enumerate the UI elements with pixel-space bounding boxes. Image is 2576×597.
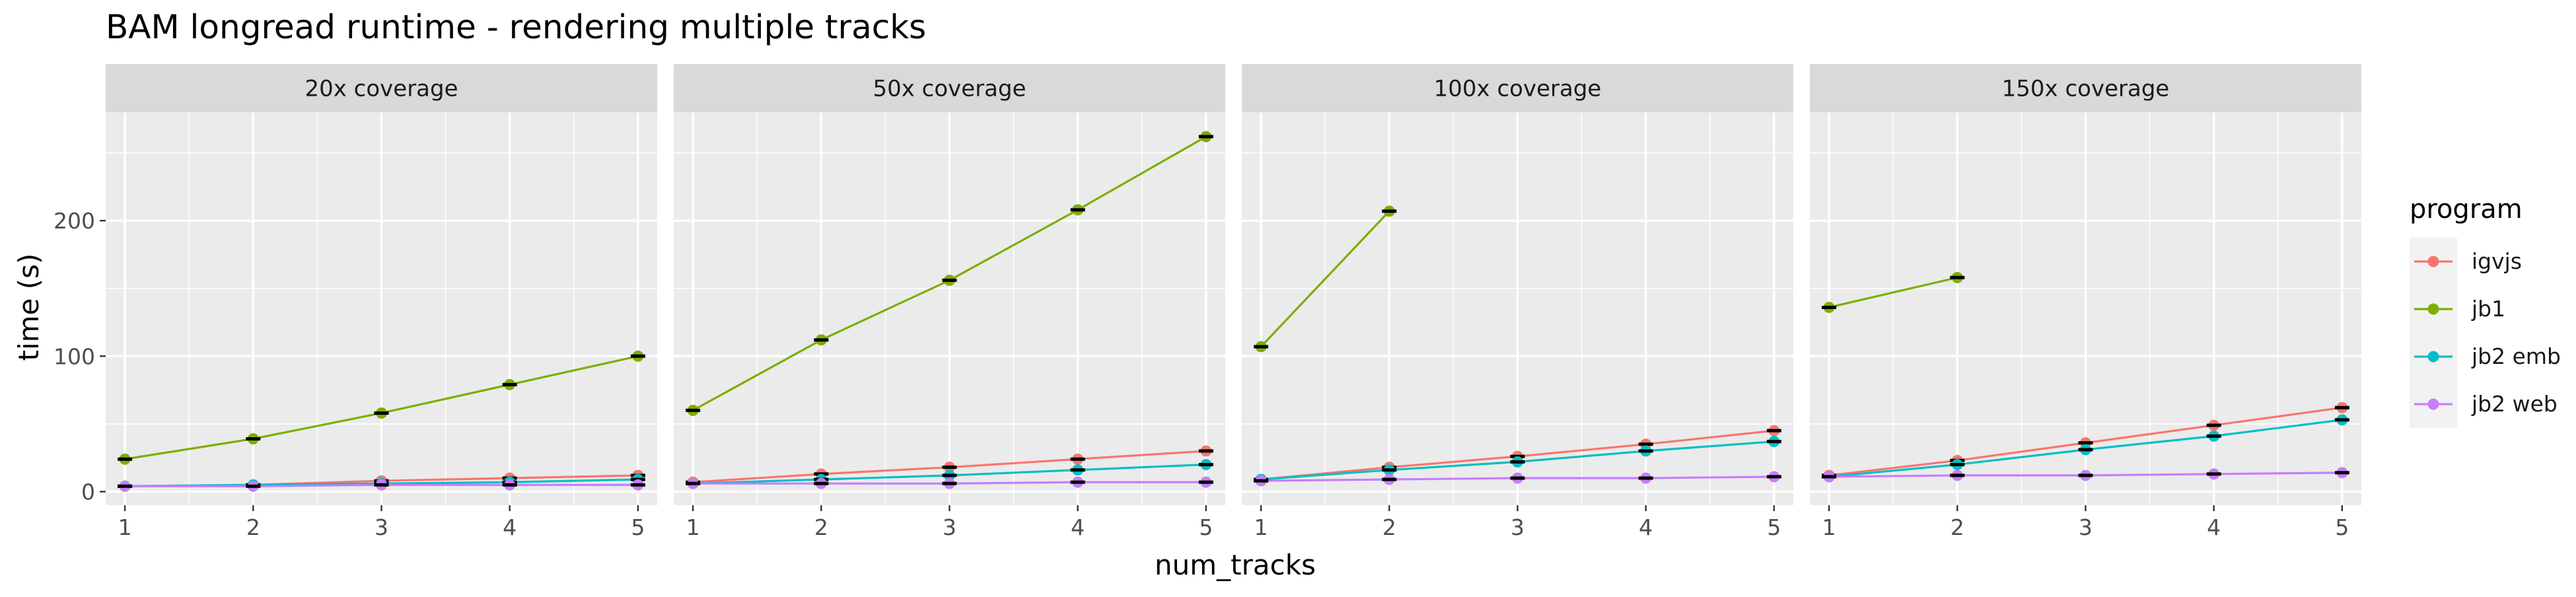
x-tick-label: 3 [375,514,388,540]
legend-label: jb2 emb [2471,343,2561,369]
legend-key-point [2427,303,2439,315]
x-tick-label: 1 [118,514,132,540]
legend: program igvjs jb1 jb2 emb jb2 web [2410,194,2561,428]
y-tick-label: 100 [54,343,95,369]
x-tick-label: 1 [686,514,700,540]
legend-label: jb2 web [2471,391,2558,417]
x-tick-label: 3 [1511,514,1524,540]
x-tick-label: 1 [1822,514,1836,540]
x-tick-label: 2 [1382,514,1396,540]
y-tick-label: 200 [54,208,95,234]
series-line [1828,276,1958,309]
facet-strip [1242,64,1793,112]
x-tick-label: 3 [2079,514,2093,540]
facet-label: 50x coverage [873,76,1026,102]
facet-strip [106,64,657,112]
facet-panel: 20x coverage 1 2 3 4 5 0 100 200 [54,64,657,540]
facet-strip [674,64,1225,112]
chart-title: BAM longread runtime - rendering multipl… [106,8,926,46]
facet-panel: 50x coverage 1 2 3 4 5 [674,64,1225,540]
y-tick-label: 0 [81,479,95,505]
facet-strip [1810,64,2361,112]
x-tick-label: 4 [2207,514,2221,540]
legend-key-point [2427,256,2439,267]
x-tick-label: 5 [1767,514,1781,540]
x-axis-title: num_tracks [1155,549,1316,581]
x-tick-label: 4 [1071,514,1085,540]
x-tick-label: 5 [631,514,645,540]
facet-label: 150x coverage [2002,76,2170,102]
x-tick-label: 2 [246,514,260,540]
legend-key-point [2427,398,2439,410]
legend-label: igvjs [2472,248,2522,274]
legend-key-point [2427,351,2439,363]
x-tick-label: 5 [2335,514,2349,540]
x-tick-label: 4 [503,514,517,540]
series-line [1260,210,1390,348]
x-tick-label: 5 [1199,514,1213,540]
legend-label: jb1 [2471,296,2505,322]
facet-label: 20x coverage [304,76,458,102]
y-axis-title: time (s) [13,254,45,361]
x-tick-label: 4 [1639,514,1653,540]
x-tick-label: 3 [943,514,956,540]
facet-panel: 100x coverage 1 2 3 4 5 [1242,64,1793,540]
facet-panels: 20x coverage 1 2 3 4 5 0 100 200 50x coverage 1 2 3 4… [54,64,2361,540]
x-tick-label: 2 [814,514,828,540]
legend-title: program [2410,194,2522,225]
x-tick-label: 1 [1254,514,1268,540]
x-tick-label: 2 [1950,514,1964,540]
facet-label: 100x coverage [1434,76,1602,102]
facet-panel: 150x coverage 1 2 3 4 5 [1810,64,2361,540]
